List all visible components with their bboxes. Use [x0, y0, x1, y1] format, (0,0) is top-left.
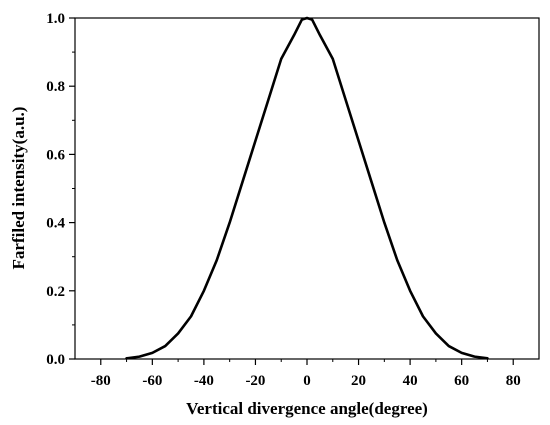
x-tick-label: 80 [506, 373, 521, 389]
x-tick-label: 40 [403, 373, 418, 389]
x-axis-title: Vertical divergence angle(degree) [186, 399, 428, 418]
x-tick-label: -40 [194, 373, 214, 389]
y-tick-label: 0.8 [46, 79, 65, 95]
axis-ticks [69, 17, 514, 365]
y-tick-label: 1.0 [46, 11, 65, 27]
x-tick-label: 60 [454, 373, 469, 389]
y-tick-label: 0.6 [46, 147, 65, 163]
x-tick-label: 0 [303, 373, 311, 389]
y-tick-label: 0.4 [46, 216, 65, 232]
y-axis-title: Farfiled intensity(a.u.) [9, 107, 28, 270]
x-tick-label: -60 [142, 373, 162, 389]
series-line [125, 16, 489, 360]
plot-frame [74, 17, 540, 360]
series-layer [125, 16, 489, 360]
x-tick-label: 20 [351, 373, 366, 389]
x-tick-label: -80 [91, 373, 111, 389]
y-tick-label: 0.0 [46, 352, 65, 368]
axis-tick-labels: -80 -60 -40 -20 0 20 40 60 80 0.0 0.2 0.4 0.6 0.8 1.0 [46, 11, 520, 389]
y-tick-label: 0.2 [46, 284, 65, 300]
x-tick-label: -20 [245, 373, 265, 389]
